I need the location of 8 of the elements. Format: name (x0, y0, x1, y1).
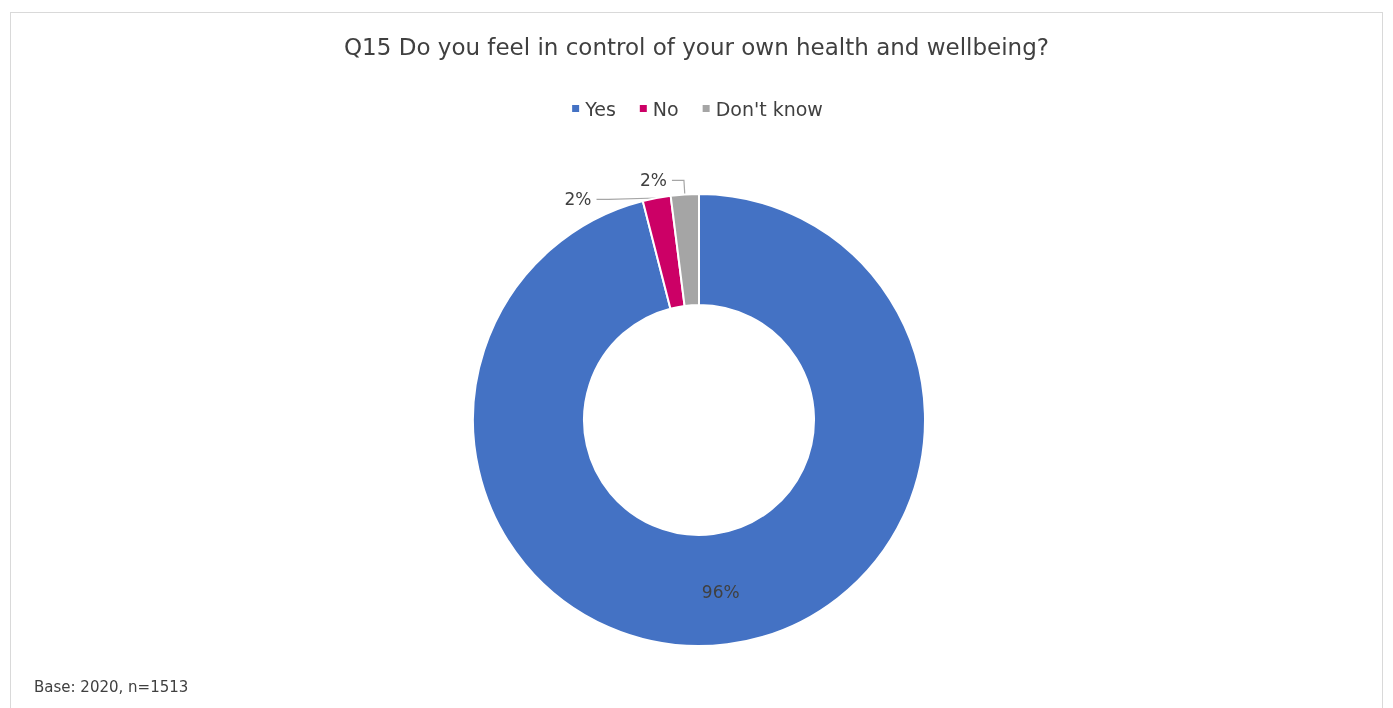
data-label: 2% (564, 189, 592, 210)
legend-label: Don't know (715, 97, 823, 120)
legend-label: No (652, 97, 679, 120)
data-label: 2% (639, 170, 667, 191)
text: Base: 2020, n=1513 (34, 677, 189, 696)
chart-title: Q15 Do you feel in control of your own health and wellbeing? (343, 33, 1050, 60)
legend-label: Yes (584, 97, 616, 120)
data-label: 96% (701, 582, 740, 603)
